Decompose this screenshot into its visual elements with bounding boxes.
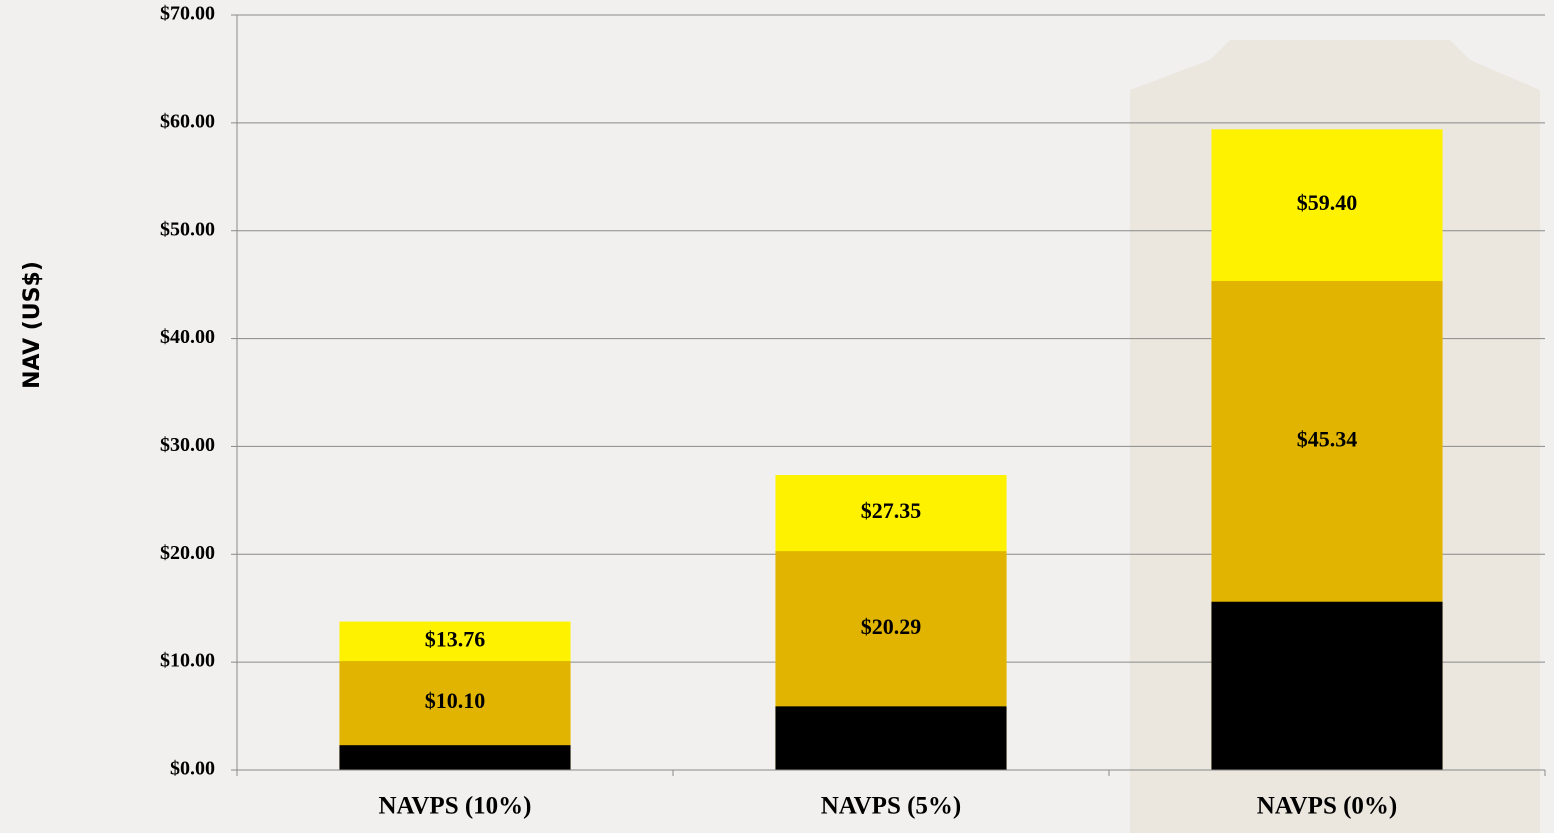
y-tick-label: $0.00 <box>170 758 215 780</box>
y-tick-label: $60.00 <box>160 110 215 132</box>
bar <box>775 706 1006 770</box>
x-tick-label: NAVPS (5%) <box>821 793 962 820</box>
y-tick-label: $40.00 <box>160 326 215 348</box>
value-label: $10.10 <box>425 688 486 713</box>
value-label: $59.40 <box>1297 190 1358 215</box>
bar <box>1211 602 1442 770</box>
y-tick-label: $50.00 <box>160 218 215 240</box>
chart: NAV (US$) $0.00 $10.00 $20.00 $30.00 $40.00 $… <box>0 0 1554 833</box>
y-tick-label: $20.00 <box>160 542 215 564</box>
y-tick-label: $10.00 <box>160 650 215 672</box>
value-label: $45.34 <box>1297 426 1358 451</box>
y-tick-label: $70.00 <box>160 3 215 25</box>
x-tick-label: NAVPS (0%) <box>1257 793 1398 820</box>
y-tick-label: $30.00 <box>160 434 215 456</box>
y-axis-title: NAV (US$) <box>20 261 45 389</box>
value-label: $20.29 <box>861 614 922 639</box>
bar <box>339 745 570 770</box>
value-label: $13.76 <box>425 626 486 651</box>
x-tick-label: NAVPS (10%) <box>378 793 531 820</box>
value-label: $27.35 <box>861 498 922 523</box>
